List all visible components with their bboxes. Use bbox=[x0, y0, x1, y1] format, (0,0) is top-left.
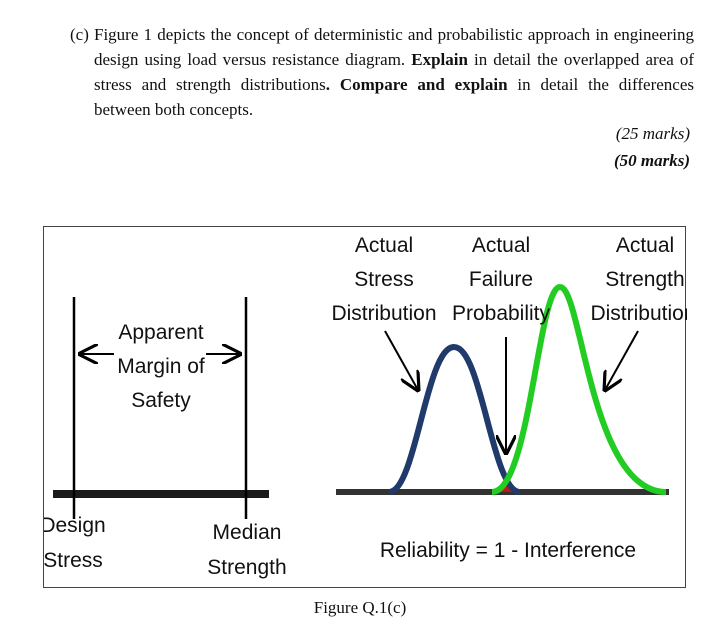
failure-label-line2: Failure bbox=[469, 268, 533, 291]
stress-label-line3: Distribution bbox=[331, 302, 436, 325]
question-dot: . bbox=[325, 75, 330, 94]
strength-label-line3: Distribution bbox=[590, 302, 687, 325]
question-text-end: in detail the differences between both c… bbox=[94, 75, 694, 119]
question-text: Figure 1 depicts the concept of determin… bbox=[94, 22, 694, 122]
strength-distribution-curve bbox=[491, 283, 667, 495]
strength-label-line2: Strength bbox=[605, 268, 684, 291]
margin-label-line1: Apparent bbox=[118, 321, 203, 344]
design-stress-line2: Stress bbox=[44, 549, 103, 572]
margin-label-line2: Margin of bbox=[117, 355, 205, 378]
stress-label-line2: Stress bbox=[354, 268, 414, 291]
stress-distribution-label: Actual Stress Distribution bbox=[331, 234, 436, 325]
margin-label: Apparent Margin of Safety bbox=[117, 321, 205, 412]
median-strength-line2: Strength bbox=[207, 556, 286, 579]
marks-second: (50 marks) bbox=[613, 151, 690, 170]
question-label: (c) bbox=[70, 25, 89, 44]
figure-caption: Figure Q.1(c) bbox=[313, 598, 407, 617]
design-stress-label: Design Stress bbox=[44, 514, 106, 572]
question-explain-bold: Explain bbox=[411, 50, 468, 69]
median-strength-line1: Median bbox=[213, 521, 282, 544]
stress-label-line1: Actual bbox=[355, 234, 413, 257]
failure-probability-label: Actual Failure Probability bbox=[452, 234, 551, 325]
strength-pointer-arrow bbox=[605, 330, 639, 390]
strength-distribution-label: Actual Strength Distribution bbox=[590, 234, 687, 325]
question-text-middle: in detail the overlapped area of stress … bbox=[94, 50, 694, 94]
marks-first: (25 marks) bbox=[615, 124, 690, 143]
failure-label-line3: Probability bbox=[452, 302, 551, 325]
stress-distribution-curve bbox=[388, 343, 521, 495]
median-strength-label: Median Strength bbox=[207, 521, 286, 579]
design-stress-line1: Design bbox=[44, 514, 106, 537]
question-compare-bold: Compare and explain bbox=[329, 75, 508, 94]
failure-label-line1: Actual bbox=[472, 234, 530, 257]
stress-pointer-arrow bbox=[384, 330, 418, 390]
strength-label-line1: Actual bbox=[616, 234, 674, 257]
reliability-equation: Reliability = 1 - Interference bbox=[380, 539, 636, 562]
question-text-start: Figure 1 depicts the concept of determin… bbox=[94, 25, 694, 69]
left-base-bar bbox=[53, 490, 269, 498]
figure-frame: Apparent Margin of Safety Design Stress … bbox=[43, 226, 687, 588]
figure-diagram: Apparent Margin of Safety Design Stress … bbox=[44, 234, 687, 579]
margin-label-line3: Safety bbox=[131, 389, 191, 412]
